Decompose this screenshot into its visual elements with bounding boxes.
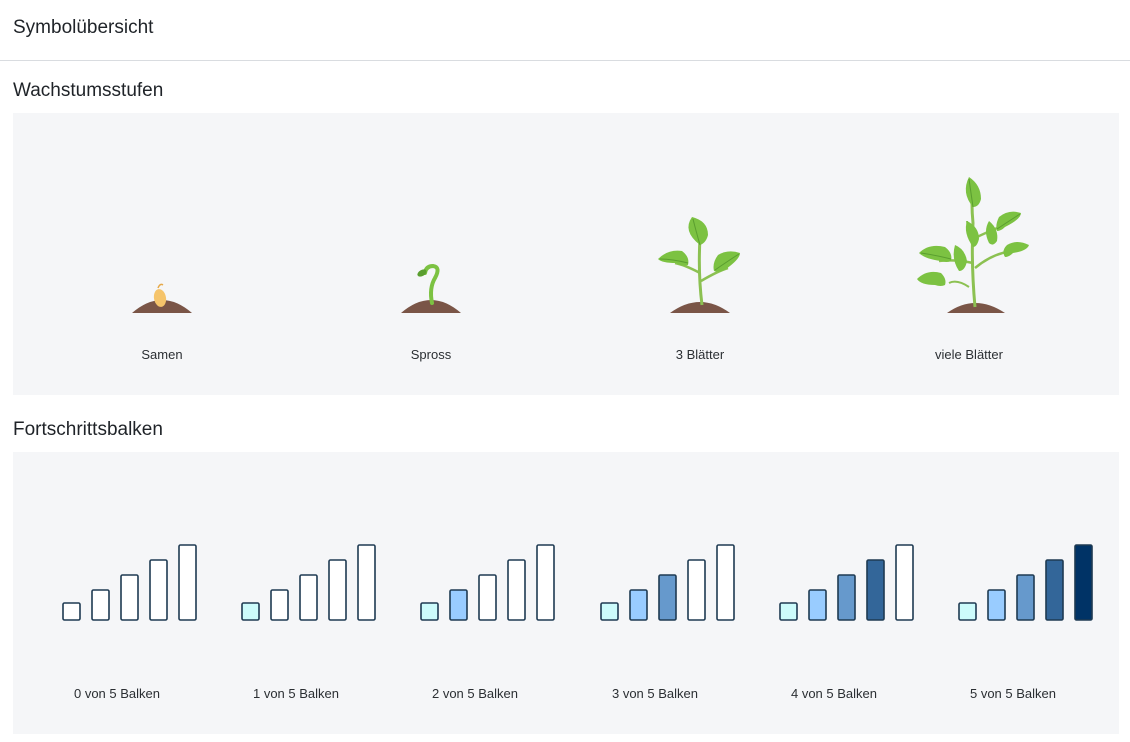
stage-item-sprout: Spross [371,113,491,395]
progress-bar-label: 5 von 5 Balken [969,686,1056,701]
progress-segment-3 [478,574,497,621]
progress-bar-item-2: 2 von 5 Balken [385,452,565,734]
stage-label: 3 Blätter [675,347,725,362]
progress-segment-5 [357,544,376,621]
stage-label: viele Blätter [935,347,1003,362]
seed-icon [132,283,192,313]
stage-label: Samen [141,347,183,362]
progress-bar-label: 0 von 5 Balken [73,686,160,701]
progress-bars-title: Fortschrittsbalken [13,419,163,440]
bar-icon-0 [62,544,197,621]
progress-segment-4 [687,559,706,621]
progress-segment-1 [958,602,977,621]
stage-item-three-leaves: 3 Blätter [640,113,760,395]
progress-segment-4 [149,559,168,621]
sprout-icon [401,263,461,313]
progress-segment-5 [895,544,914,621]
page-header: Symbolübersicht [0,0,1130,61]
progress-segment-3 [1016,574,1035,621]
progress-bar-item-1: 1 von 5 Balken [206,452,386,734]
progress-segment-5 [178,544,197,621]
progress-segment-3 [658,574,677,621]
bar-icon-2 [420,544,555,621]
progress-bar-item-0: 0 von 5 Balken [27,452,207,734]
growth-stages-title: Wachstumsstufen [13,80,164,101]
progress-segment-5 [716,544,735,621]
progress-segment-4 [1045,559,1064,621]
bar-icon-5 [958,544,1093,621]
progress-segment-3 [120,574,139,621]
many-leaves-icon [917,177,1029,313]
progress-bar-label: 2 von 5 Balken [431,686,518,701]
progress-segment-4 [866,559,885,621]
progress-segment-3 [299,574,318,621]
progress-segment-2 [449,589,468,621]
page-title: Symbolübersicht [13,17,154,38]
progress-segment-2 [270,589,289,621]
stage-item-many-leaves: viele Blätter [909,113,1029,395]
progress-segment-2 [987,589,1006,621]
stage-item-seed: Samen [102,113,222,395]
progress-segment-2 [629,589,648,621]
progress-segment-1 [600,602,619,621]
progress-segment-5 [536,544,555,621]
progress-segment-2 [91,589,110,621]
progress-segment-2 [808,589,827,621]
progress-segment-3 [837,574,856,621]
progress-bar-label: 1 von 5 Balken [252,686,339,701]
progress-bar-item-4: 4 von 5 Balken [744,452,924,734]
progress-bar-item-5: 5 von 5 Balken [923,452,1103,734]
progress-bar-item-3: 3 von 5 Balken [565,452,745,734]
progress-segment-1 [420,602,439,621]
three-leaves-icon [658,217,740,313]
bar-icon-3 [600,544,735,621]
progress-segment-1 [62,602,81,621]
progress-bars-panel: 0 von 5 Balken 1 von 5 Balken 2 von 5 Ba… [13,452,1119,734]
progress-segment-4 [507,559,526,621]
progress-bar-label: 4 von 5 Balken [790,686,877,701]
progress-segment-1 [779,602,798,621]
growth-stages-panel: Samen Spross 3 Blätter [13,113,1119,395]
bar-icon-1 [241,544,376,621]
progress-segment-4 [328,559,347,621]
stage-label: Spross [410,347,452,362]
progress-segment-5 [1074,544,1093,621]
progress-bar-label: 3 von 5 Balken [611,686,698,701]
bar-icon-4 [779,544,914,621]
progress-segment-1 [241,602,260,621]
